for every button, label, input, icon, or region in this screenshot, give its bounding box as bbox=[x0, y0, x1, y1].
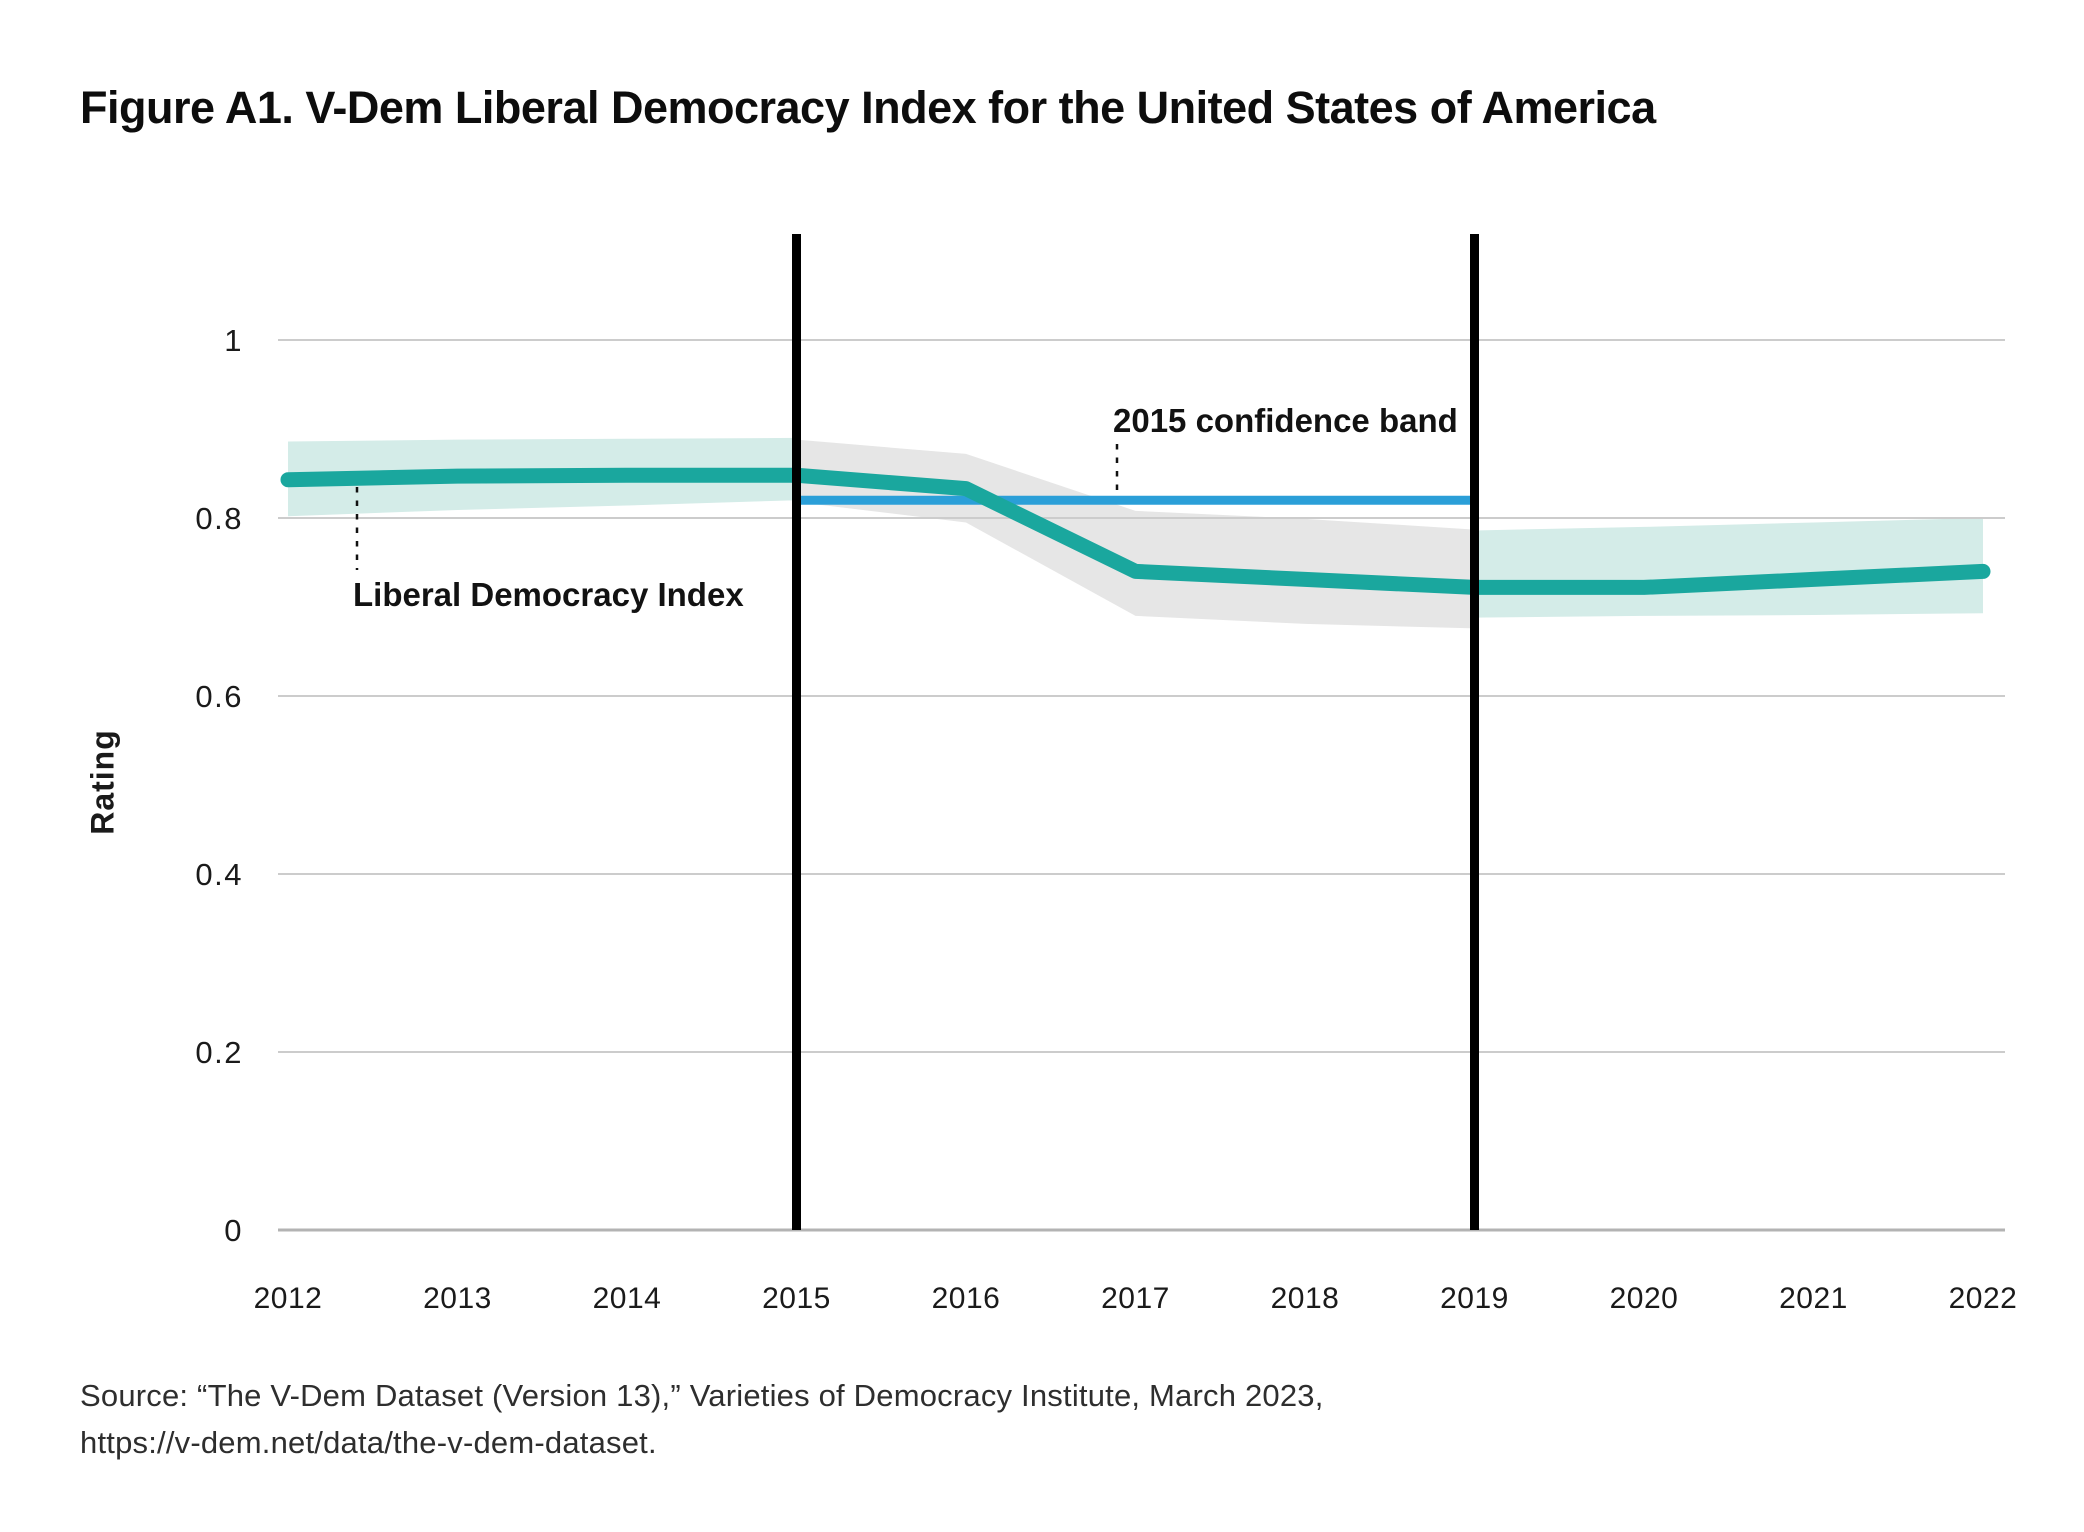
ldi-line bbox=[280, 467, 1991, 595]
annotation-liberal-democracy-index: Liberal Democracy Index bbox=[353, 576, 744, 613]
source-line-2: https://v-dem.net/data/the-v-dem-dataset… bbox=[80, 1425, 657, 1460]
source-note: Source: “The V-Dem Dataset (Version 13),… bbox=[80, 1372, 1324, 1466]
y-axis-label: Rating bbox=[84, 729, 121, 835]
y-tick-0.6: 0.6 bbox=[195, 679, 243, 714]
confidence-band-2015-2019 bbox=[796, 439, 1475, 629]
source-line-1: Source: “The V-Dem Dataset (Version 13),… bbox=[80, 1378, 1324, 1413]
y-tick-0.8: 0.8 bbox=[195, 501, 243, 536]
x-tick-2013: 2013 bbox=[423, 1282, 492, 1315]
x-tick-2020: 2020 bbox=[1610, 1282, 1679, 1315]
x-tick-2012: 2012 bbox=[254, 1282, 323, 1315]
figure-title: Figure A1. V-Dem Liberal Democracy Index… bbox=[80, 82, 1656, 133]
y-tick-0.2: 0.2 bbox=[195, 1035, 243, 1070]
x-tick-2021: 2021 bbox=[1779, 1282, 1848, 1315]
x-tick-2014: 2014 bbox=[593, 1282, 662, 1315]
x-tick-2017: 2017 bbox=[1101, 1282, 1170, 1315]
x-tick-2019: 2019 bbox=[1440, 1282, 1509, 1315]
y-tick-0: 0 bbox=[224, 1213, 243, 1248]
x-tick-2018: 2018 bbox=[1271, 1282, 1340, 1315]
x-tick-2022: 2022 bbox=[1949, 1282, 2018, 1315]
annotation-2015-confidence-band: 2015 confidence band bbox=[1113, 402, 1458, 439]
y-tick-1: 1 bbox=[224, 323, 243, 358]
x-tick-2015: 2015 bbox=[762, 1282, 831, 1315]
x-tick-2016: 2016 bbox=[932, 1282, 1001, 1315]
y-tick-0.4: 0.4 bbox=[195, 857, 243, 892]
